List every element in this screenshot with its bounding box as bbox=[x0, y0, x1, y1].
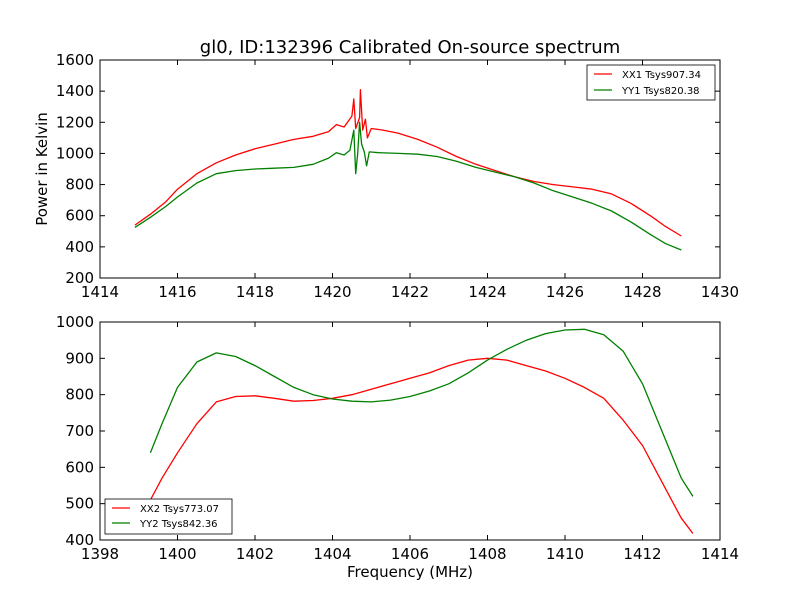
x-tick-label: 1428 bbox=[623, 283, 661, 301]
legend-label-yy2: YY2 Tsys842.36 bbox=[139, 519, 218, 530]
x-tick-label: 1414 bbox=[701, 545, 739, 563]
x-tick-label: 1402 bbox=[236, 545, 274, 563]
top-plot-area bbox=[134, 88, 682, 251]
bottom-legend-box bbox=[104, 498, 233, 535]
series-line-xx2 bbox=[149, 357, 694, 534]
top-legend: XX1 Tsys907.34 YY1 Tsys820.38 bbox=[586, 64, 716, 101]
y-tick-label: 1400 bbox=[56, 82, 94, 100]
y-tick-label: 200 bbox=[65, 269, 94, 287]
y-tick-label: 1600 bbox=[56, 51, 94, 69]
legend-label-xx1: XX1 Tsys907.34 bbox=[622, 70, 701, 81]
y-tick-label: 400 bbox=[65, 238, 94, 256]
series-line-yy1 bbox=[134, 121, 682, 251]
y-tick-label: 800 bbox=[65, 176, 94, 194]
bottom-plot-area bbox=[149, 328, 694, 534]
x-tick-label: 1430 bbox=[701, 283, 739, 301]
legend-label-xx2: XX2 Tsys773.07 bbox=[140, 504, 219, 515]
x-tick-label: 1420 bbox=[313, 283, 351, 301]
series-line-yy2 bbox=[149, 328, 694, 497]
x-tick-label: 1400 bbox=[158, 545, 196, 563]
x-tick-label: 1418 bbox=[236, 283, 274, 301]
y-tick-label: 1200 bbox=[56, 113, 94, 131]
top-chart-panel: gl0, ID:132396 Calibrated On-source spec… bbox=[33, 37, 739, 301]
y-tick-label: 1000 bbox=[56, 144, 94, 162]
y-axis-title: Power in Kelvin bbox=[33, 112, 51, 226]
top-legend-box bbox=[586, 64, 716, 101]
x-tick-label: 1406 bbox=[391, 545, 429, 563]
y-tick-label: 800 bbox=[65, 386, 94, 404]
legend-label-yy1: YY1 Tsys820.38 bbox=[621, 86, 700, 97]
x-tick-label: 1414 bbox=[81, 283, 119, 301]
y-tick-label: 1000 bbox=[56, 313, 94, 331]
x-tick-label: 1398 bbox=[81, 545, 119, 563]
y-tick-label: 700 bbox=[65, 422, 94, 440]
y-tick-label: 600 bbox=[65, 458, 94, 476]
x-axis-title: Frequency (MHz) bbox=[347, 563, 473, 581]
x-tick-label: 1410 bbox=[546, 545, 584, 563]
x-tick-label: 1408 bbox=[468, 545, 506, 563]
x-tick-label: 1416 bbox=[158, 283, 196, 301]
chart-title: gl0, ID:132396 Calibrated On-source spec… bbox=[200, 37, 620, 58]
x-tick-label: 1424 bbox=[468, 283, 506, 301]
y-tick-label: 600 bbox=[65, 207, 94, 225]
y-tick-label: 400 bbox=[65, 531, 94, 549]
bottom-chart-panel: Frequency (MHz) XX2 Tsys773.07 YY2 Tsys8… bbox=[56, 313, 739, 581]
series-line-xx1 bbox=[134, 88, 682, 237]
x-tick-label: 1422 bbox=[391, 283, 429, 301]
bottom-legend: XX2 Tsys773.07 YY2 Tsys842.36 bbox=[104, 498, 233, 535]
x-tick-label: 1412 bbox=[623, 545, 661, 563]
y-tick-label: 500 bbox=[65, 495, 94, 513]
x-tick-label: 1426 bbox=[546, 283, 584, 301]
x-tick-label: 1404 bbox=[313, 545, 351, 563]
y-tick-label: 900 bbox=[65, 349, 94, 367]
